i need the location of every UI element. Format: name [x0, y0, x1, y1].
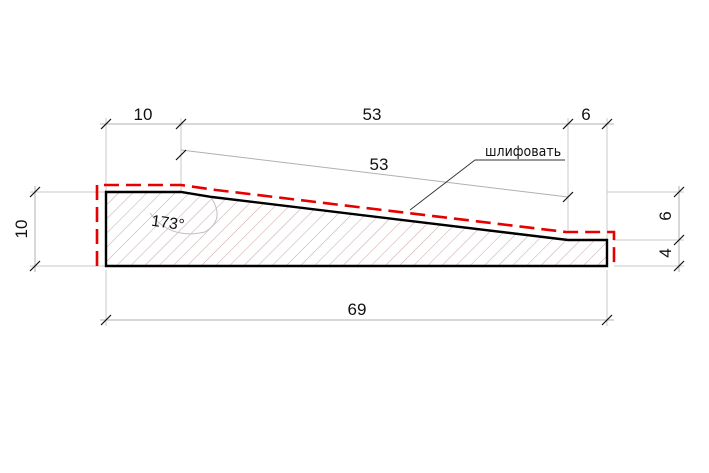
dim-top-middle: 53 — [363, 105, 382, 124]
dim-top-left: 10 — [134, 105, 153, 124]
top-dimension-line — [100, 118, 614, 130]
extension-lines — [30, 118, 684, 326]
angle-arc — [149, 198, 218, 235]
blank-contour — [95, 183, 616, 266]
note-leader — [409, 159, 565, 211]
dim-slope: 53 — [370, 155, 389, 174]
dim-left-height: 10 — [12, 220, 31, 239]
left-dimension-line — [29, 186, 41, 272]
angle-label: 173° — [150, 213, 185, 234]
slope-dimension-line — [175, 149, 574, 228]
right-dimension-line — [673, 186, 685, 272]
part-profile — [104, 190, 609, 268]
dim-top-right: 6 — [581, 105, 590, 124]
dim-bottom-total: 69 — [348, 300, 367, 319]
note-label: шлифовать — [485, 144, 561, 160]
bottom-dimension-line — [100, 314, 614, 326]
dim-right-upper: 6 — [656, 211, 675, 220]
dim-right-lower: 4 — [656, 248, 675, 257]
